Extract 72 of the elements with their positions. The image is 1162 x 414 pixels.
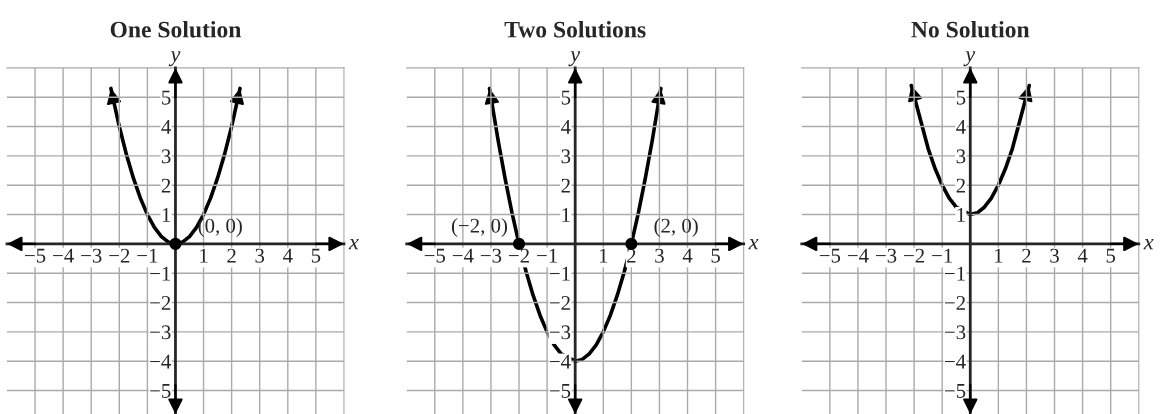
- x-tick-label: 1: [599, 248, 608, 263]
- x-tick-label: −1: [137, 248, 158, 263]
- chart-title: No Solution: [911, 20, 1030, 38]
- y-tick-label: 4: [561, 120, 571, 134]
- x-tick-label: 5: [711, 248, 720, 263]
- x-tick-label: 1: [994, 248, 1003, 263]
- y-tick-label: −3: [944, 325, 966, 340]
- y-tick-label: −1: [549, 266, 570, 281]
- y-tick-label: 1: [162, 208, 171, 222]
- x-tick-label: −3: [81, 248, 102, 263]
- y-tick-label: −4: [549, 354, 571, 369]
- x-tick-label: −3: [480, 248, 502, 263]
- x-tick-label: −2: [904, 248, 925, 263]
- x-tick-label: 3: [255, 248, 265, 263]
- y-tick-label: 5: [561, 90, 571, 105]
- annotation: (−2, 0): [451, 218, 507, 237]
- y-tick-label: 4: [956, 120, 966, 134]
- x-tick-label: −4: [847, 248, 869, 263]
- annotation: (0, 0): [198, 218, 242, 237]
- y-tick-label: 5: [162, 90, 171, 105]
- y-axis-title: y: [168, 51, 181, 67]
- y-tick-label: −2: [549, 295, 570, 310]
- y-axis-title: y: [963, 51, 976, 67]
- x-tick-label: −5: [25, 248, 46, 263]
- y-tick-label: 1: [957, 208, 965, 222]
- y-tick-label: 5: [956, 90, 966, 105]
- annotation: (2, 0): [654, 218, 698, 237]
- y-tick-label: 1: [562, 208, 570, 222]
- x-tick-label: −5: [424, 248, 446, 263]
- x-tick-label: 5: [311, 248, 321, 263]
- y-tick-label: −4: [944, 354, 966, 369]
- x-tick-label: 3: [1050, 248, 1059, 263]
- y-tick-label: −5: [150, 384, 171, 398]
- x-tick-label: 4: [1077, 248, 1088, 263]
- y-tick-label: −2: [150, 295, 171, 310]
- x-tick-label: −4: [452, 248, 474, 263]
- x-tick-label: 5: [1106, 248, 1116, 263]
- y-tick-label: −1: [150, 266, 171, 281]
- y-tick-label: 3: [161, 149, 171, 164]
- x-tick-label: −2: [109, 248, 130, 263]
- y-tick-label: −2: [944, 295, 965, 310]
- y-tick-label: 4: [161, 120, 171, 134]
- x-tick-label: 2: [627, 248, 636, 263]
- y-tick-label: −4: [150, 354, 171, 369]
- y-tick-label: 2: [956, 178, 965, 193]
- x-tick-label: 1: [200, 248, 208, 263]
- x-tick-label: 2: [1022, 248, 1031, 263]
- x-tick-label: −4: [53, 248, 74, 263]
- y-tick-label: 2: [161, 178, 171, 193]
- y-tick-label: 2: [561, 178, 570, 193]
- chart-title: One Solution: [110, 20, 242, 38]
- x-tick-label: −2: [508, 248, 529, 263]
- y-tick-label: 3: [956, 149, 966, 164]
- x-axis-title: x: [748, 239, 759, 250]
- y-tick-label: −3: [549, 325, 571, 340]
- x-tick-label: −5: [819, 248, 841, 263]
- x-axis-title: x: [1143, 239, 1154, 250]
- y-tick-label: −5: [549, 384, 571, 398]
- y-tick-label: −3: [150, 325, 171, 340]
- x-tick-label: 2: [227, 248, 236, 263]
- x-axis-title: x: [348, 239, 359, 250]
- x-tick-label: 4: [682, 248, 693, 263]
- y-tick-label: −1: [944, 266, 965, 281]
- x-tick-label: 3: [655, 248, 664, 263]
- y-tick-label: 3: [561, 149, 571, 164]
- x-tick-label: −1: [932, 248, 953, 263]
- x-tick-label: −3: [875, 248, 897, 263]
- y-axis-title: y: [568, 51, 581, 67]
- chart-title: Two Solutions: [504, 20, 646, 38]
- x-tick-label: −1: [537, 248, 557, 263]
- x-tick-label: 4: [282, 248, 293, 263]
- y-tick-label: −5: [944, 384, 966, 398]
